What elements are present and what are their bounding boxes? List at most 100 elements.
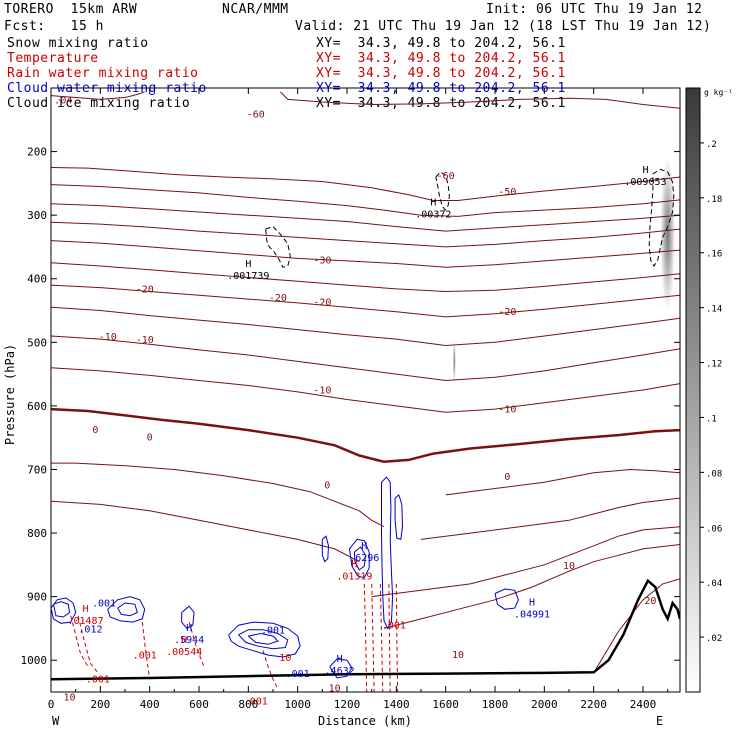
cloud-water-contour-11 — [381, 476, 394, 630]
temperature-label-10: -10 — [136, 335, 154, 346]
temperature-contour-4 — [51, 203, 680, 232]
rain-contour-9 — [395, 583, 399, 692]
temperature-contour-3 — [51, 184, 680, 217]
rain-contour-6 — [371, 583, 375, 692]
rain-contour-5 — [363, 583, 368, 692]
maximum-value-7: .5944 — [174, 635, 204, 646]
temperature-label-13: 0 — [92, 425, 98, 436]
contour-labels: .04 -60 -60 -50 -30 -20 -20 -20 -20 -10 -10 -10 -10 0… — [54, 95, 666, 707]
rain-contour-2 — [141, 622, 151, 680]
x-tick-label-1000: 1000 — [284, 698, 311, 711]
temperature-contour-19 — [593, 578, 680, 674]
y-tick-label-1000: 1000 — [21, 654, 48, 667]
terrain-line — [51, 578, 680, 681]
colorbar-tick-label-0: .02 — [706, 634, 722, 644]
maximum-marker-7: H — [186, 623, 192, 634]
maximum-marker-4: H — [351, 559, 357, 570]
maximum-value-8: .00544 — [166, 647, 202, 658]
cloud-water-contour-4 — [181, 605, 195, 630]
contour-value-label-2: .001 — [133, 650, 157, 661]
temperature-label-1: -60 — [247, 109, 265, 120]
init-time: Init: 06 UTC Thu 19 Jan 12 — [486, 2, 703, 17]
x-tick-label-2000: 2000 — [531, 698, 558, 711]
temperature-label-21: 20 — [644, 596, 656, 607]
x-tick-label-400: 400 — [140, 698, 160, 711]
maximum-marker-5: H — [529, 597, 535, 608]
shading-patch-1 — [452, 339, 456, 384]
x-tick-label-2400: 2400 — [630, 698, 657, 711]
maximum-marker-2: H — [642, 165, 648, 176]
x-tick-label-2200: 2200 — [580, 698, 607, 711]
x-tick-label-1800: 1800 — [482, 698, 509, 711]
y-tick-label-700: 700 — [27, 463, 47, 476]
cloud-water-contour-7 — [247, 632, 279, 645]
contour-value-label-3: .001 — [86, 675, 110, 686]
temperature-label-16: 0 — [504, 472, 510, 483]
contour-value-label-7: .001 — [244, 696, 268, 707]
temperature-contour-11 — [51, 367, 680, 413]
temperature-contour-2 — [51, 167, 680, 201]
shading-patch-0 — [660, 157, 676, 311]
cloud-water-contour-1 — [53, 601, 71, 618]
x-tick-label-1600: 1600 — [432, 698, 459, 711]
y-tick-label-600: 600 — [27, 400, 47, 413]
colorbar-tick-label-8: .18 — [706, 195, 722, 205]
x-left-end-label: W — [52, 714, 60, 728]
temperature-label-2: -60 — [437, 171, 455, 182]
temperature-contour-9 — [51, 306, 680, 347]
temperature-contours — [51, 91, 680, 674]
y-tick-label-400: 400 — [27, 273, 47, 286]
x-tick-label-1200: 1200 — [334, 698, 361, 711]
maximum-value-5: .04991 — [514, 609, 550, 620]
rain-contour-0 — [70, 615, 89, 667]
rain-contour-7 — [379, 583, 384, 692]
x-axis-label: Distance (km) — [318, 714, 412, 728]
temperature-label-19: 10 — [329, 684, 341, 695]
temperature-label-3: -50 — [498, 187, 516, 198]
temperature-contour-13 — [51, 462, 385, 528]
colorbar — [685, 87, 701, 693]
colorbar-tick-label-2: .06 — [706, 524, 722, 534]
temperature-contour-5 — [51, 221, 680, 248]
y-axis-label: Pressure (hPa) — [3, 344, 17, 445]
temperature-label-8: -20 — [498, 307, 516, 318]
y-tick-label-300: 300 — [27, 209, 47, 222]
colorbar-ticks: .02 .04 .06 .08 .1 .12 .14 .16 .18 .2 — [700, 140, 722, 644]
temperature-label-9: -10 — [99, 332, 117, 343]
temperature-label-6: -20 — [269, 293, 287, 304]
x-tick-label-200: 200 — [90, 698, 110, 711]
rain-contour-1 — [77, 615, 99, 674]
maximum-value-9: .4632 — [325, 666, 355, 677]
y-tick-label-900: 900 — [27, 591, 47, 604]
temperature-label-7: -20 — [313, 298, 331, 309]
cloud-water-contour-6 — [238, 629, 289, 650]
contour-value-label-8: .001 — [382, 621, 406, 632]
x-tick-label-800: 800 — [238, 698, 258, 711]
contour-value-label-5: .001 — [286, 669, 310, 680]
cloud-water-contour-9 — [353, 546, 367, 571]
maximum-value-0: .001739 — [227, 271, 269, 282]
temperature-contour-10 — [51, 335, 680, 382]
plot-frame — [50, 87, 681, 693]
model-title: TORERO 15km ARW — [4, 2, 138, 17]
field-xy-snow: XY= 34.3, 49.8 to 204.2, 56.1 — [316, 36, 566, 51]
rain-water-contours — [70, 583, 399, 692]
temperature-contour-0 — [51, 91, 145, 100]
maximum-marker-6: H — [83, 604, 89, 615]
cloud-water-contour-2 — [107, 596, 146, 623]
colorbar-tick-label-7: .16 — [706, 250, 722, 260]
temperature-label-14: 0 — [147, 432, 153, 443]
temperature-contour-16 — [420, 497, 680, 540]
maximum-marker-1: H — [430, 198, 436, 209]
colorbar-tick-label-3: .08 — [706, 469, 722, 479]
center-title: NCAR/MMM — [222, 2, 289, 17]
cloud-ice-contour-0 — [265, 226, 291, 268]
y-tick-label-200: 200 — [27, 146, 47, 159]
temperature-contour-12 — [51, 407, 680, 464]
field-name-temperature: Temperature — [7, 51, 99, 66]
temperature-label-11: -10 — [313, 385, 331, 396]
contour-value-label-1: .012 — [78, 624, 102, 635]
maximum-marker-9: H — [337, 654, 343, 665]
forecast-hour: Fcst: 15 h — [4, 19, 104, 34]
